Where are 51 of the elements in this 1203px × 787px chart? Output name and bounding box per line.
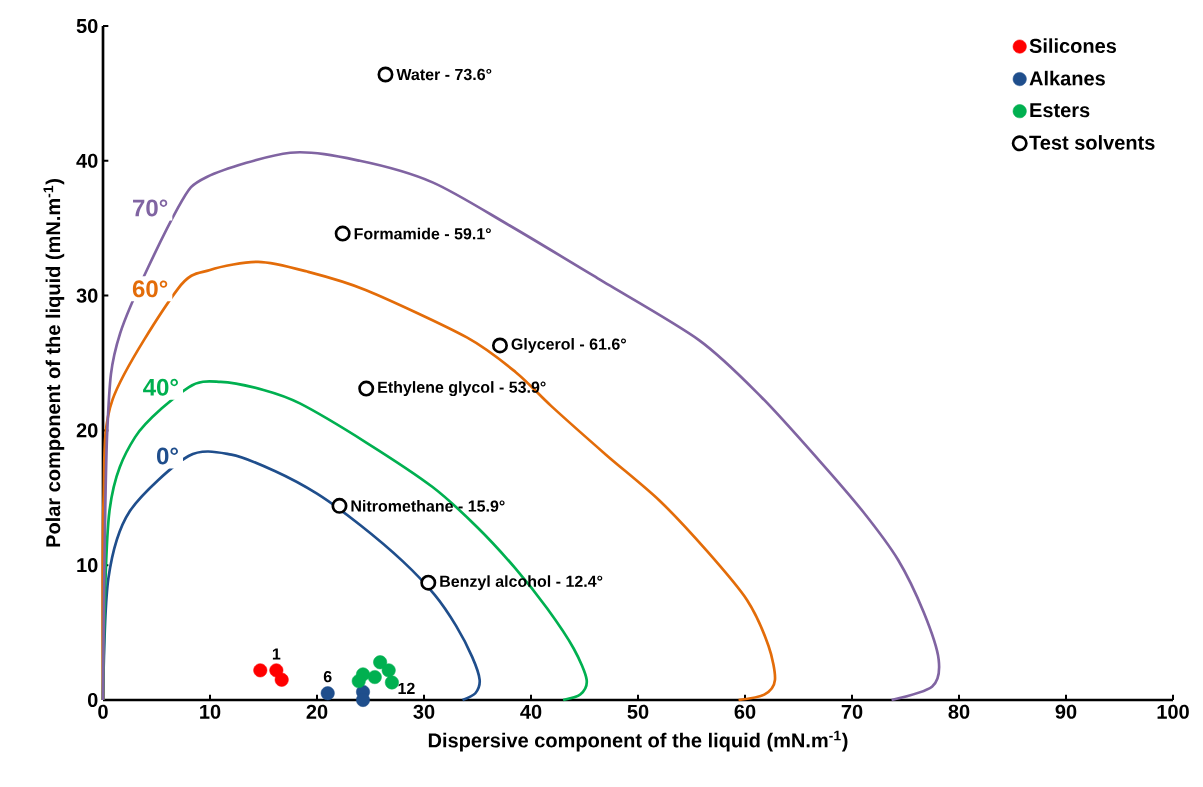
x-tick-label: 90: [1055, 704, 1077, 719]
x-tick-label: 20: [306, 704, 328, 719]
legend-label: Alkanes: [1029, 70, 1105, 86]
point: [274, 672, 289, 687]
annotation: 6: [323, 670, 332, 683]
line-series: [101, 150, 941, 702]
legend-label: Esters: [1030, 103, 1090, 118]
legend-label: Silicones: [1029, 38, 1117, 54]
x-tick-label: 10: [200, 704, 221, 719]
annotation: Glycerol - 61.6°: [511, 338, 626, 353]
series-label: 0°: [157, 447, 178, 465]
y-tick-label: 50: [76, 18, 98, 34]
x-tick-label: 100: [1157, 704, 1189, 719]
annotation: Nitromethane - 15.9°: [351, 500, 505, 512]
point: [377, 66, 394, 83]
x-tick-label: 0: [98, 704, 108, 719]
point: [381, 663, 396, 678]
point: [358, 380, 375, 397]
point: [420, 574, 437, 591]
x-tick-label: 50: [627, 704, 649, 719]
point: [331, 497, 348, 514]
x-tick-label: 60: [734, 704, 756, 719]
annotation: Water - 73.6°: [396, 68, 492, 81]
x-tick-label: 40: [520, 704, 542, 719]
point: [320, 686, 335, 701]
series-label: 40°: [143, 378, 178, 396]
point: [334, 225, 351, 242]
series-label: 70°: [133, 199, 168, 217]
point: [491, 337, 508, 354]
line-series: [101, 260, 777, 702]
series-label: 60°: [132, 280, 168, 298]
annotation: 12: [398, 682, 415, 694]
point: [356, 693, 370, 707]
point: [373, 655, 388, 670]
annotation: Formamide - 59.1°: [354, 227, 491, 240]
x-tick-label: 30: [413, 704, 435, 719]
point: [351, 674, 366, 689]
y-tick-label: 10: [77, 558, 98, 573]
point: [367, 670, 382, 684]
x-axis-title: Dispersive component of the liquid (mN.m$^{-1}$): [428, 730, 848, 752]
y-axis-title: Polar component of the liquid (mN.m$^{-1}$): [43, 179, 65, 547]
legend-label: Test solvents: [1029, 135, 1155, 150]
y-tick-label: 40: [76, 153, 98, 168]
x-tick-label: 80: [948, 704, 970, 719]
point: [253, 663, 268, 678]
y-tick-label: 30: [76, 288, 98, 303]
annotation: 1: [272, 648, 281, 660]
x-tick-label: 70: [841, 704, 863, 719]
point: [384, 675, 399, 690]
y-tick-label: 20: [76, 423, 98, 438]
y-tick-label: 0: [87, 692, 98, 708]
